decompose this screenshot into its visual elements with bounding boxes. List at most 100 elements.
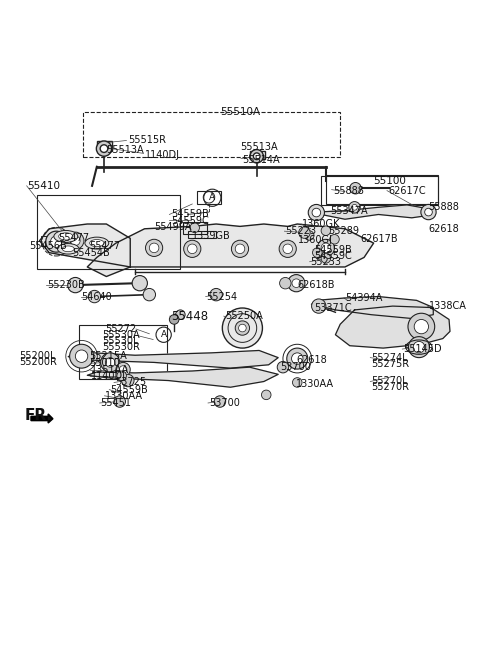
- Circle shape: [143, 288, 156, 301]
- Text: 55272: 55272: [106, 324, 137, 334]
- Circle shape: [253, 153, 260, 160]
- Bar: [83, 112, 340, 157]
- Text: 55254: 55254: [206, 291, 238, 301]
- Circle shape: [169, 315, 179, 324]
- Text: 54559B: 54559B: [110, 385, 148, 395]
- Text: 1360GK: 1360GK: [302, 219, 340, 229]
- Circle shape: [304, 231, 314, 240]
- Text: 62618: 62618: [429, 224, 459, 234]
- Polygon shape: [312, 297, 433, 318]
- Polygon shape: [336, 306, 450, 348]
- Text: 55200L: 55200L: [20, 351, 56, 361]
- Circle shape: [121, 374, 134, 387]
- Circle shape: [349, 201, 360, 213]
- Circle shape: [350, 182, 361, 194]
- Circle shape: [299, 227, 310, 238]
- Text: 55515R: 55515R: [128, 136, 166, 145]
- Text: 55477: 55477: [90, 241, 121, 251]
- Text: 55454B: 55454B: [72, 247, 110, 258]
- Text: 55215A: 55215A: [90, 351, 127, 361]
- Circle shape: [308, 205, 324, 220]
- Text: 62618: 62618: [296, 355, 327, 365]
- Text: A: A: [161, 330, 167, 340]
- Circle shape: [292, 378, 302, 387]
- Text: 54559B: 54559B: [171, 209, 208, 220]
- Circle shape: [414, 319, 429, 334]
- Text: 55513A: 55513A: [107, 145, 144, 155]
- Circle shape: [352, 205, 358, 210]
- Circle shape: [312, 248, 322, 257]
- Text: 54394A: 54394A: [345, 293, 383, 303]
- Polygon shape: [39, 224, 130, 267]
- Text: 55888: 55888: [429, 202, 459, 213]
- Circle shape: [288, 274, 305, 291]
- Text: 1330AA: 1330AA: [296, 379, 334, 389]
- Bar: [79, 325, 168, 379]
- Circle shape: [145, 240, 163, 257]
- Text: 55274L: 55274L: [371, 353, 408, 363]
- Text: 53700: 53700: [209, 398, 240, 408]
- Bar: [183, 222, 206, 234]
- Bar: [326, 175, 438, 204]
- Circle shape: [291, 353, 303, 365]
- Text: 53725: 53725: [115, 378, 146, 388]
- Text: FR.: FR.: [24, 409, 52, 423]
- Circle shape: [96, 141, 112, 156]
- Ellipse shape: [54, 230, 78, 242]
- Circle shape: [132, 276, 147, 291]
- Circle shape: [75, 350, 88, 363]
- Circle shape: [114, 396, 125, 407]
- Text: 54559B: 54559B: [314, 245, 352, 255]
- Circle shape: [50, 236, 62, 247]
- Circle shape: [176, 310, 185, 319]
- Circle shape: [67, 232, 84, 249]
- Text: 1339GB: 1339GB: [192, 231, 231, 241]
- Circle shape: [101, 353, 120, 372]
- Circle shape: [235, 321, 250, 335]
- Circle shape: [88, 290, 101, 303]
- Polygon shape: [316, 205, 429, 219]
- Text: 54640: 54640: [82, 291, 112, 301]
- Ellipse shape: [85, 237, 109, 249]
- Circle shape: [68, 278, 83, 293]
- Circle shape: [214, 396, 226, 407]
- Polygon shape: [31, 414, 53, 423]
- Bar: [37, 195, 180, 269]
- Text: 55200R: 55200R: [20, 357, 58, 367]
- Circle shape: [222, 308, 263, 348]
- Circle shape: [239, 324, 246, 332]
- Circle shape: [408, 337, 430, 358]
- Text: 62617B: 62617B: [360, 234, 398, 244]
- Circle shape: [283, 244, 292, 253]
- Text: 53010: 53010: [90, 359, 120, 368]
- Circle shape: [425, 209, 432, 216]
- Bar: [250, 151, 265, 159]
- Text: 55530L: 55530L: [103, 336, 139, 346]
- Text: 1338CA: 1338CA: [429, 301, 467, 311]
- Circle shape: [408, 313, 435, 340]
- Circle shape: [317, 240, 335, 257]
- Bar: [97, 141, 112, 151]
- Text: 53371C: 53371C: [314, 303, 351, 313]
- Polygon shape: [68, 351, 278, 368]
- Text: 1330AA: 1330AA: [106, 391, 144, 401]
- Text: 1351AA: 1351AA: [91, 365, 129, 374]
- Polygon shape: [87, 367, 278, 387]
- Circle shape: [190, 223, 199, 232]
- Circle shape: [262, 390, 271, 399]
- Text: 54559C: 54559C: [171, 216, 208, 226]
- Circle shape: [116, 363, 130, 377]
- Circle shape: [277, 361, 288, 373]
- Circle shape: [330, 234, 339, 244]
- Text: 54559C: 54559C: [314, 251, 352, 261]
- Text: 55230B: 55230B: [47, 280, 84, 290]
- Text: 1360GJ: 1360GJ: [298, 236, 333, 245]
- Circle shape: [280, 278, 291, 289]
- Bar: [321, 176, 438, 205]
- Circle shape: [279, 240, 296, 257]
- Text: 55530R: 55530R: [103, 342, 141, 351]
- Text: 55233: 55233: [311, 257, 342, 267]
- Circle shape: [250, 149, 264, 163]
- Bar: [40, 236, 72, 247]
- Ellipse shape: [58, 243, 79, 254]
